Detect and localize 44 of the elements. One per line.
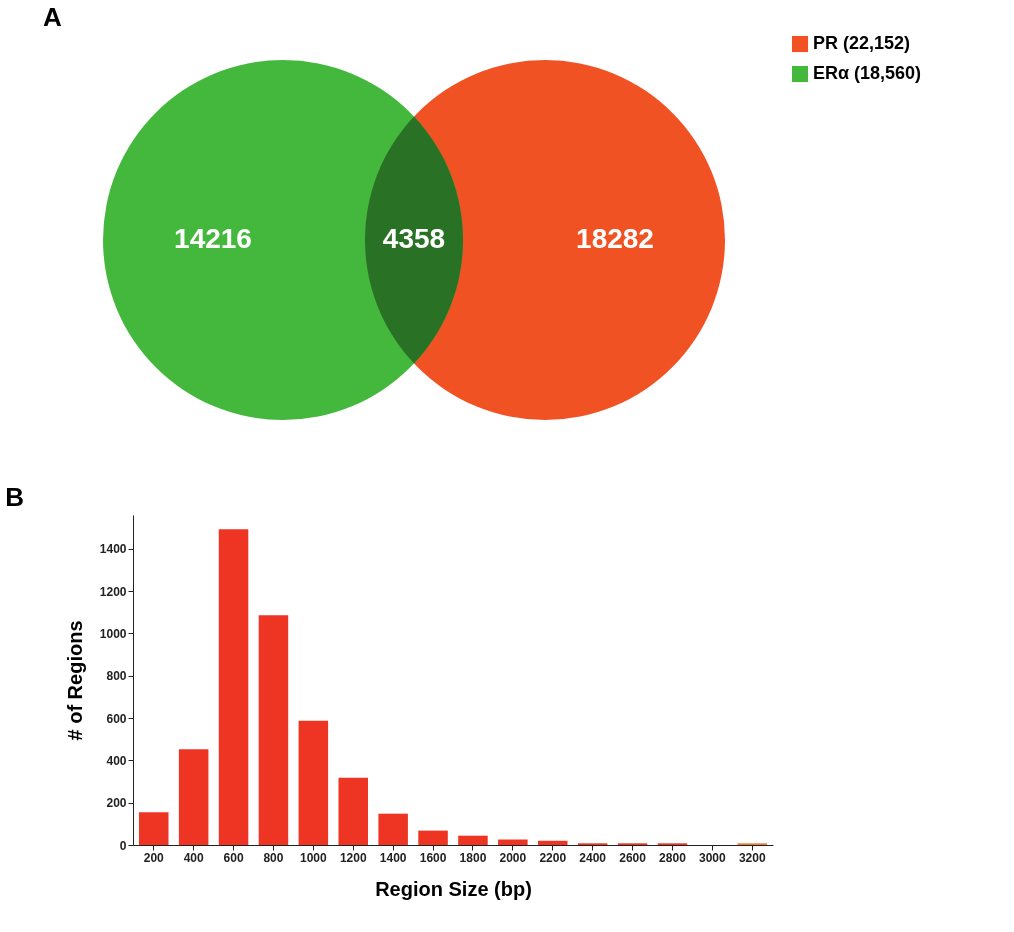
x-tick-label: 3200 <box>738 850 766 865</box>
bar <box>298 720 329 845</box>
x-tick-label: 400 <box>183 850 204 865</box>
bar <box>537 840 568 845</box>
x-tick-label: 600 <box>223 850 244 865</box>
bar <box>258 615 289 845</box>
bar <box>498 839 528 845</box>
bar <box>378 813 408 845</box>
y-tick-label: 400 <box>106 753 127 768</box>
x-tick-label: 1400 <box>379 850 407 865</box>
y-tick-label: 600 <box>106 711 127 726</box>
bar <box>138 812 169 845</box>
x-tick-label: 1600 <box>419 850 447 865</box>
text: 18282 <box>576 223 654 254</box>
x-tick-label: 200 <box>143 850 165 865</box>
y-tick-label: 200 <box>106 796 127 811</box>
text: 4358 <box>382 223 446 254</box>
x-tick-label: 1000 <box>300 850 328 865</box>
y-tick-label: 1400 <box>99 542 127 557</box>
y-axis-title: # of Regions <box>63 620 86 741</box>
bar <box>418 830 448 845</box>
legend-label: PR (22,152) <box>813 33 911 53</box>
x-tick-label: 1200 <box>339 850 367 865</box>
x-tick-label: 800 <box>263 850 284 865</box>
x-tick-label: 1800 <box>459 850 487 865</box>
x-tick-label: 3000 <box>699 850 727 865</box>
y-tick-label: 0 <box>119 838 127 853</box>
y-tick-label: 800 <box>106 669 127 684</box>
x-tick-label: 2200 <box>539 850 567 865</box>
bar <box>178 749 209 845</box>
x-axis-title: Region Size (bp) <box>375 877 532 900</box>
bar <box>218 529 249 845</box>
x-tick-label: 2600 <box>619 850 647 865</box>
x-tick-label: 2800 <box>659 850 687 865</box>
y-tick-label: 1000 <box>99 626 127 641</box>
y-tick-label: 1200 <box>99 584 127 599</box>
bar <box>338 777 369 845</box>
x-tick-label: 2400 <box>579 850 607 865</box>
legend-label: ERα (18,560) <box>813 63 922 83</box>
x-tick-label: 2000 <box>499 850 527 865</box>
text: 14216 <box>174 223 252 254</box>
bar <box>458 835 488 845</box>
chart-title: B <box>5 482 25 512</box>
text: A <box>43 2 62 32</box>
